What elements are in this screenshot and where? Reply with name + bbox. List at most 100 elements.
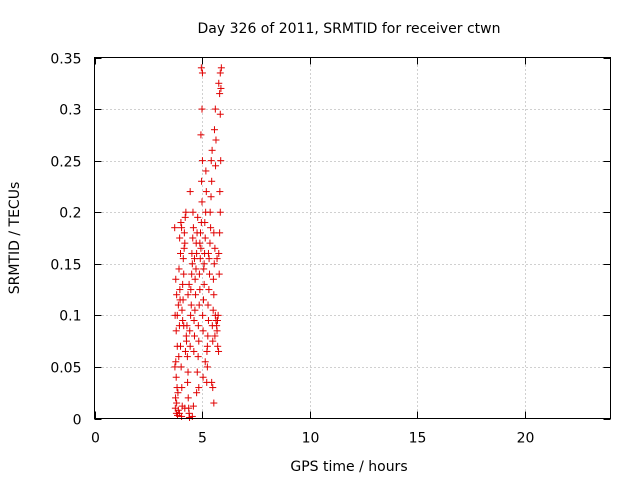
data-point <box>198 177 206 185</box>
x-tick-label: 20 <box>517 431 535 447</box>
data-point <box>177 219 185 227</box>
y-tick-label: 0.05 <box>50 361 81 377</box>
data-point <box>173 311 181 319</box>
data-point <box>172 327 180 335</box>
data-point <box>186 342 194 350</box>
data-point <box>184 368 192 376</box>
data-point <box>196 239 204 247</box>
data-point <box>190 317 198 325</box>
data-point <box>196 229 204 237</box>
data-point <box>195 337 203 345</box>
data-point <box>204 332 212 340</box>
data-point <box>178 224 186 232</box>
data-point <box>197 244 205 252</box>
data-point <box>189 234 197 242</box>
data-point <box>191 306 199 314</box>
grid-lines <box>94 57 611 419</box>
data-point <box>171 363 179 371</box>
data-point <box>197 64 205 72</box>
axis-ticks <box>94 57 611 420</box>
data-point <box>215 347 223 355</box>
data-point <box>178 306 186 314</box>
data-point <box>212 162 220 170</box>
data-point <box>210 126 218 134</box>
data-point <box>175 265 183 273</box>
data-point <box>193 249 201 257</box>
data-point <box>203 342 211 350</box>
data-point <box>209 306 217 314</box>
y-tick-label: 0.15 <box>50 258 81 274</box>
data-point <box>203 363 211 371</box>
data-point <box>171 224 179 232</box>
plot-frame <box>94 57 611 419</box>
data-point <box>190 255 198 263</box>
data-point <box>192 265 200 273</box>
data-point <box>207 157 215 165</box>
y-tick-label: 0.2 <box>59 206 81 222</box>
data-point <box>209 337 217 345</box>
data-point <box>174 389 182 397</box>
data-point <box>204 249 212 257</box>
data-point <box>172 373 180 381</box>
data-point <box>176 286 184 294</box>
data-point <box>206 208 214 216</box>
data-point <box>200 296 208 304</box>
data-point <box>210 291 218 299</box>
data-point <box>183 337 191 345</box>
data-point <box>181 239 189 247</box>
data-point <box>176 296 184 304</box>
data-point <box>186 188 194 196</box>
data-point <box>208 177 216 185</box>
data-point <box>188 260 196 268</box>
data-point <box>196 286 204 294</box>
data-point <box>215 249 223 257</box>
x-tick-label: 0 <box>91 431 100 447</box>
data-point <box>201 358 209 366</box>
data-point <box>178 384 186 392</box>
data-points <box>171 64 225 421</box>
data-point <box>210 229 218 237</box>
data-point <box>195 301 203 309</box>
data-point <box>184 394 192 402</box>
data-point <box>208 378 216 386</box>
x-tick-label: 5 <box>198 431 207 447</box>
data-point <box>201 219 209 227</box>
data-point <box>198 69 206 77</box>
data-point <box>202 188 210 196</box>
data-point <box>188 270 196 278</box>
data-point <box>206 270 214 278</box>
data-point <box>198 157 206 165</box>
data-point <box>217 157 225 165</box>
data-point <box>213 255 221 263</box>
data-point <box>199 327 207 335</box>
data-point <box>214 311 222 319</box>
data-point <box>211 244 219 252</box>
data-point <box>175 353 183 361</box>
data-point <box>217 84 225 92</box>
data-point <box>210 399 218 407</box>
data-point <box>194 213 202 221</box>
data-point <box>201 234 209 242</box>
data-point <box>216 110 224 118</box>
data-point <box>206 239 214 247</box>
x-tick-label: 10 <box>302 431 320 447</box>
data-point <box>172 275 180 283</box>
data-point <box>172 394 180 402</box>
data-point <box>198 198 206 206</box>
data-point <box>174 406 182 414</box>
data-point <box>209 384 217 392</box>
data-point <box>216 90 224 98</box>
data-point <box>190 332 198 340</box>
data-point <box>183 353 191 361</box>
data-point <box>199 311 207 319</box>
data-point <box>179 255 187 263</box>
data-point <box>210 260 218 268</box>
y-axis-title: SRMTID / TECUs <box>7 182 23 295</box>
data-point <box>199 373 207 381</box>
data-point <box>180 244 188 252</box>
data-point <box>200 280 208 288</box>
data-point <box>174 301 182 309</box>
data-point <box>177 342 184 350</box>
data-point <box>172 358 180 366</box>
data-point <box>204 317 212 325</box>
